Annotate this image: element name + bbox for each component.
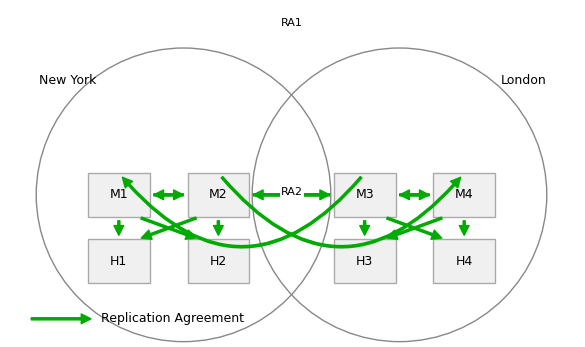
FancyArrowPatch shape <box>214 221 223 235</box>
FancyArrowPatch shape <box>253 190 329 200</box>
FancyBboxPatch shape <box>188 239 249 283</box>
FancyBboxPatch shape <box>88 239 150 283</box>
Text: New York: New York <box>39 74 97 87</box>
FancyArrowPatch shape <box>360 221 370 235</box>
FancyArrowPatch shape <box>400 190 429 200</box>
FancyBboxPatch shape <box>88 173 150 217</box>
FancyBboxPatch shape <box>334 173 395 217</box>
FancyArrowPatch shape <box>154 190 183 200</box>
FancyArrowPatch shape <box>141 217 196 239</box>
FancyArrowPatch shape <box>141 217 197 239</box>
FancyArrowPatch shape <box>31 314 91 324</box>
FancyArrowPatch shape <box>114 221 123 235</box>
Text: M1: M1 <box>109 188 128 201</box>
FancyArrowPatch shape <box>253 190 329 200</box>
Text: H2: H2 <box>210 255 227 268</box>
Text: H3: H3 <box>356 255 373 268</box>
FancyArrowPatch shape <box>154 190 183 200</box>
Text: RA2: RA2 <box>281 187 303 197</box>
FancyBboxPatch shape <box>433 239 495 283</box>
Text: RA1: RA1 <box>281 18 303 28</box>
FancyBboxPatch shape <box>334 239 395 283</box>
FancyArrowPatch shape <box>459 221 469 235</box>
FancyArrowPatch shape <box>387 217 442 239</box>
FancyArrowPatch shape <box>122 177 362 248</box>
Text: M4: M4 <box>455 188 473 201</box>
FancyArrowPatch shape <box>387 217 442 239</box>
Text: London: London <box>501 74 547 87</box>
FancyBboxPatch shape <box>433 173 495 217</box>
FancyBboxPatch shape <box>188 173 249 217</box>
Text: M3: M3 <box>355 188 374 201</box>
Text: H4: H4 <box>456 255 473 268</box>
Text: M2: M2 <box>209 188 228 201</box>
Text: H1: H1 <box>110 255 128 268</box>
FancyArrowPatch shape <box>400 190 429 200</box>
FancyArrowPatch shape <box>221 177 460 248</box>
Text: Replication Agreement: Replication Agreement <box>101 312 244 325</box>
